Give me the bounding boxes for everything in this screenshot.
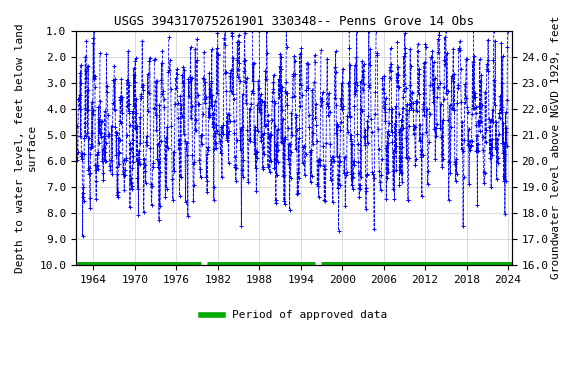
Title: USGS 394317075261901 330348-- Penns Grove 14 Obs: USGS 394317075261901 330348-- Penns Grov… — [114, 15, 474, 28]
Y-axis label: Depth to water level, feet below land
surface: Depth to water level, feet below land su… — [15, 23, 37, 273]
Y-axis label: Groundwater level above NGVD 1929, feet: Groundwater level above NGVD 1929, feet — [551, 16, 561, 279]
Legend: Period of approved data: Period of approved data — [196, 306, 392, 325]
